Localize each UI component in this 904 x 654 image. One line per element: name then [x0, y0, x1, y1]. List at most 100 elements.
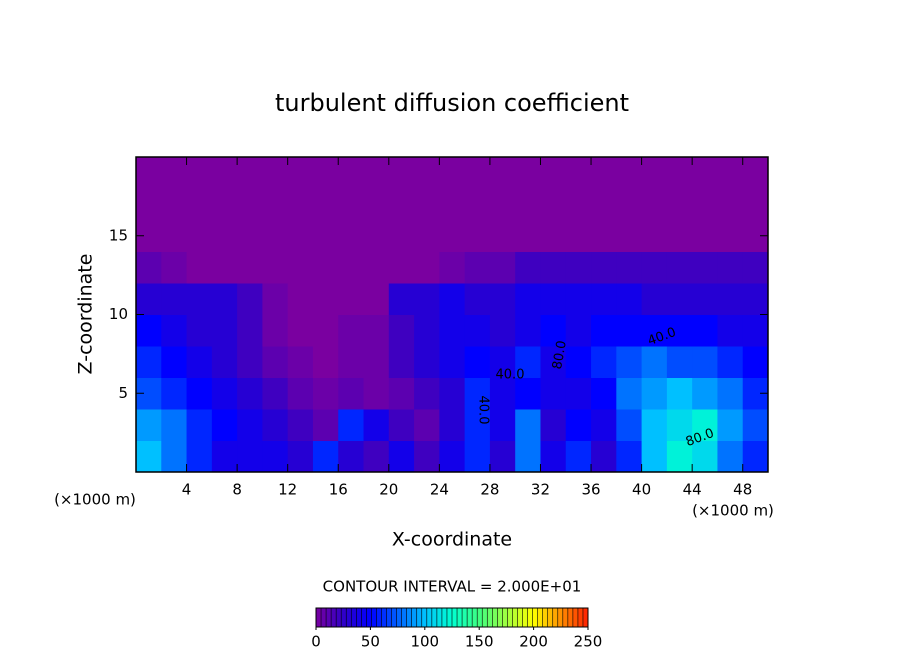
- colorbar-swatch: [426, 608, 433, 627]
- field-cell: [616, 409, 643, 441]
- colorbar-swatch: [462, 608, 468, 627]
- field-cell: [262, 220, 289, 252]
- colorbar-swatch: [441, 608, 448, 627]
- colorbar-swatch: [406, 608, 413, 627]
- field-cell: [287, 251, 314, 284]
- field-cell: [186, 283, 213, 315]
- field-cell: [186, 346, 213, 378]
- field-cell: [388, 440, 415, 473]
- field-cell: [717, 220, 744, 252]
- colorbar-swatch: [411, 608, 418, 627]
- field-cell: [666, 220, 693, 252]
- colorbar-swatch: [562, 608, 569, 627]
- field-cell: [211, 377, 238, 410]
- colorbar-swatch: [512, 608, 518, 627]
- field-cell: [666, 409, 693, 441]
- field-cell: [414, 251, 440, 284]
- field-cell: [287, 346, 314, 378]
- field-cell: [616, 220, 643, 252]
- field-cell: [338, 251, 365, 284]
- x-tick-label: 20: [379, 481, 398, 499]
- field-cell: [540, 440, 567, 473]
- field-cell: [161, 283, 188, 315]
- field-cell: [439, 314, 466, 347]
- y-unit: (×1000 m): [54, 491, 136, 509]
- field-cell: [439, 440, 466, 473]
- field-cell: [262, 314, 289, 347]
- colorbar-swatch: [401, 608, 407, 627]
- x-tick-label: 8: [232, 481, 242, 499]
- colorbar-swatch: [542, 608, 549, 627]
- field-cell: [692, 440, 718, 473]
- field-cell: [287, 409, 314, 441]
- field-cell: [540, 377, 567, 410]
- field-cell: [338, 314, 365, 347]
- field-cell: [211, 283, 238, 315]
- field-cell: [742, 283, 769, 315]
- field-cell: [540, 409, 567, 441]
- field: [136, 157, 769, 473]
- field-cell: [237, 188, 263, 221]
- field-cell: [591, 377, 617, 410]
- field-cell: [515, 157, 541, 189]
- field-cell: [439, 188, 466, 221]
- field-cell: [515, 346, 541, 378]
- field-cell: [312, 188, 339, 221]
- field-cell: [666, 157, 693, 189]
- field-cell: [262, 283, 289, 315]
- field-cell: [515, 409, 541, 441]
- field-cell: [136, 346, 162, 378]
- field-cell: [186, 188, 213, 221]
- field-cell: [692, 188, 718, 221]
- field-cell: [414, 346, 440, 378]
- field-cell: [161, 409, 188, 441]
- field-cell: [136, 251, 162, 284]
- field-cell: [591, 251, 617, 284]
- field-cell: [565, 251, 592, 284]
- field-cell: [439, 409, 466, 441]
- field-cell: [262, 377, 289, 410]
- field-cell: [717, 440, 744, 473]
- field-cell: [312, 377, 339, 410]
- field-cell: [641, 377, 668, 410]
- field-cell: [161, 188, 188, 221]
- field-cell: [363, 377, 390, 410]
- colorbar-swatch: [572, 608, 579, 627]
- colorbar-tick-label: 250: [574, 633, 603, 651]
- colorbar-swatch: [431, 608, 438, 627]
- field-cell: [414, 409, 440, 441]
- field-cell: [363, 188, 390, 221]
- field-cell: [540, 220, 567, 252]
- field-cell: [237, 314, 263, 347]
- field-cell: [186, 377, 213, 410]
- colorbar-frame: [315, 607, 589, 628]
- field-cell: [287, 440, 314, 473]
- field-cell: [692, 220, 718, 252]
- field-cell: [161, 440, 188, 473]
- contour-label: 80.0: [550, 339, 570, 370]
- field-cell: [363, 409, 390, 441]
- field-cell: [414, 440, 440, 473]
- field-cell: [616, 188, 643, 221]
- colorbar-swatch: [391, 608, 397, 627]
- field-cell: [666, 251, 693, 284]
- colorbar-swatch: [356, 608, 362, 627]
- colorbar-swatch: [381, 608, 387, 627]
- field-cell: [717, 346, 744, 378]
- field-cell: [742, 346, 769, 378]
- field-cell: [717, 377, 744, 410]
- colorbar-swatch: [321, 608, 327, 627]
- field-cell: [464, 251, 491, 284]
- x-tick-label: 36: [581, 481, 600, 499]
- field-cell: [262, 440, 289, 473]
- field-cell: [211, 440, 238, 473]
- colorbar-swatch: [467, 608, 473, 627]
- field-cell: [515, 314, 541, 347]
- colorbar-swatch: [497, 608, 503, 627]
- field-cell: [464, 220, 491, 252]
- colorbar-swatch: [366, 608, 372, 627]
- field-cell: [363, 251, 390, 284]
- field-cell: [338, 188, 365, 221]
- field-cell: [363, 440, 390, 473]
